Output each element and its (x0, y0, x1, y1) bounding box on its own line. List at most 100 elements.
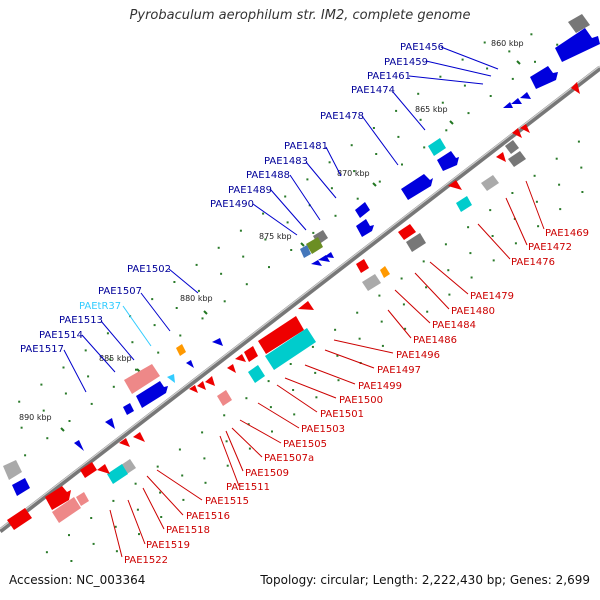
gene-pae1481 (401, 174, 433, 200)
leader-pae1517 (63, 349, 87, 393)
kbp-tick-860: 860 kbp (491, 39, 524, 65)
ruler-dot (530, 33, 533, 36)
ruler-dot (181, 474, 184, 477)
gene-blue-small-1 (300, 245, 311, 258)
ruler-dot (380, 320, 383, 323)
leader-pae1476 (477, 223, 511, 260)
gene-red-b (520, 124, 530, 133)
gene-red-d (448, 180, 462, 190)
ruler-dot (448, 293, 451, 296)
leader-pae1469 (525, 180, 545, 230)
label-pae1474: PAE1474 (351, 85, 395, 96)
kbp-tick-mark-875 (300, 242, 305, 247)
gene-grey-top (568, 14, 590, 33)
kbp-tick-mark-870 (372, 182, 377, 187)
label-pae1522: PAE1522 (124, 555, 168, 566)
gene-blue-small-4 (324, 252, 334, 258)
gene-pink-1522 (52, 497, 81, 523)
ruler-dot (534, 60, 536, 63)
ruler-dot (271, 430, 273, 433)
ruler-dot (337, 379, 340, 382)
leader-pae1516 (146, 475, 184, 516)
gene-grey-left (3, 460, 22, 480)
gene-pae1474 (503, 102, 513, 108)
ruler-dot (267, 380, 270, 383)
ruler-dot (461, 58, 464, 61)
gene-red-g (298, 301, 314, 310)
kbp-label-860: 860 kbp (491, 39, 524, 48)
genome-backbone-highlight (0, 65, 600, 530)
label-paetr37: PAEtR37 (79, 301, 121, 312)
ruler-dot (358, 337, 361, 340)
ruler-dot (514, 242, 517, 245)
label-pae1476: PAE1476 (511, 257, 555, 268)
gene-red-h (244, 346, 258, 362)
gene-red-m (189, 385, 198, 393)
ruler-dot (268, 266, 270, 269)
ruler-dot (445, 129, 448, 132)
ruler-dot (381, 344, 384, 347)
ruler-dot (423, 146, 426, 149)
ruler-dot (151, 298, 154, 301)
gene-cyan-1515 (107, 464, 128, 484)
ruler-dot (397, 135, 400, 138)
ruler-dot (245, 283, 248, 286)
gene-blue-left (12, 478, 30, 496)
leader-pae1513 (100, 320, 135, 361)
leader-pae1480 (414, 272, 450, 310)
gene-red-left (7, 508, 32, 530)
kbp-label-880: 880 kbp (180, 294, 213, 303)
ruler-dot (24, 454, 27, 457)
forward-leader-lines (63, 46, 499, 393)
ruler-dot (201, 431, 204, 434)
gene-pae1478-b (437, 151, 459, 171)
ruler-dot (248, 447, 251, 450)
ruler-dot (441, 101, 444, 104)
leader-pae1509 (225, 430, 244, 472)
label-pae1519: PAE1519 (146, 540, 190, 551)
ruler-dot (217, 246, 220, 249)
leader-paetr37 (122, 305, 152, 347)
ruler-dot (114, 525, 117, 528)
leader-pae1507 (140, 292, 171, 332)
gene-cyan-1476 (456, 196, 472, 212)
gene-pae1502 (212, 338, 223, 346)
ruler-dot (306, 178, 309, 181)
ruler-dot (489, 95, 492, 97)
ruler-dot (470, 276, 473, 279)
ruler-dot (42, 409, 45, 412)
ruler-dot (203, 457, 206, 460)
gene-red-j (227, 364, 236, 373)
ruler-dot (508, 50, 511, 53)
ruler-dot (372, 127, 375, 129)
ruler-dot (153, 324, 156, 327)
gene-red-l (197, 381, 206, 390)
kbp-tick-mark-890 (60, 427, 65, 432)
label-pae1502: PAE1502 (127, 264, 171, 275)
ruler-dot (486, 67, 489, 70)
ruler-dot (68, 420, 71, 422)
ruler-dot (328, 161, 331, 164)
ruler-dot (159, 491, 162, 494)
ruler-dot (444, 243, 447, 246)
label-pae1514: PAE1514 (39, 330, 83, 341)
gene-blue-890 (74, 440, 84, 451)
ruler-dot (226, 464, 229, 467)
ruler-dot (179, 334, 182, 337)
ruler-dot (134, 482, 137, 485)
ruler-dot (378, 180, 381, 183)
ruler-dot (40, 383, 43, 386)
gene-red-k (205, 376, 215, 386)
ruler-dot (467, 112, 470, 115)
label-pae1503: PAE1503 (301, 424, 345, 435)
ruler-dot (350, 144, 353, 147)
ruler-dot (378, 294, 381, 297)
gene-pae1459 (520, 92, 531, 99)
ruler-dot (269, 406, 272, 409)
leader-pae1496 (333, 339, 394, 354)
ruler-dot (404, 327, 407, 330)
kbp-label-865: 865 kbp (415, 105, 448, 114)
gene-red-i (235, 354, 246, 362)
leader-pae1479 (429, 261, 469, 295)
